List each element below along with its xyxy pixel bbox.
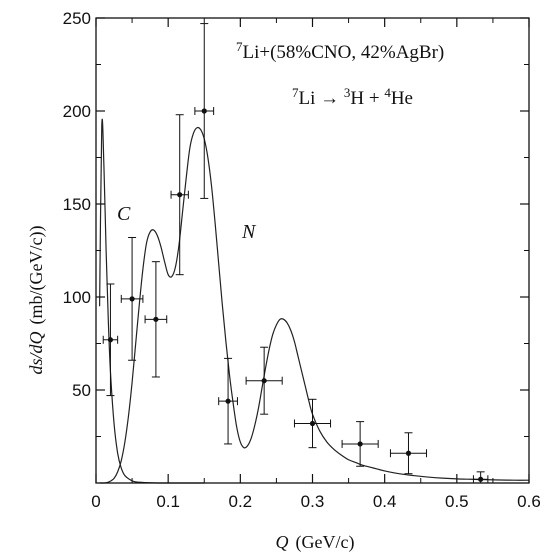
x-tick-label: 0.2 <box>229 492 253 511</box>
y-axis-label: ds/dQ (mb/(GeV/c)) <box>26 226 47 375</box>
y-tick-label: 100 <box>63 288 91 307</box>
y-axis-label-var: ds/dQ <box>26 331 46 374</box>
x-tick-label: 0.6 <box>517 492 541 511</box>
x-tick-label: 0.4 <box>373 492 397 511</box>
annotation-line-2: 7Li → 3H + 4He <box>292 85 413 110</box>
point-marker <box>261 378 267 384</box>
curve-label-n: N <box>241 221 257 243</box>
x-axis-label: Q (GeV/c) <box>276 532 355 553</box>
annotation-line-2-sup-c: 4 <box>384 85 391 100</box>
x-tick-label: 0 <box>91 492 100 511</box>
x-axis-label-var: Q <box>276 532 289 552</box>
point-marker <box>177 192 183 198</box>
annotation-line-1: 7Li+(58%CNO, 42%AgBr) <box>236 39 444 64</box>
data-point <box>102 283 119 397</box>
x-tick-label: 0.5 <box>445 492 469 511</box>
data-point <box>120 236 144 361</box>
annotation-line-2-text-c: He <box>391 88 413 109</box>
point-marker <box>129 296 135 302</box>
data-point <box>389 432 428 475</box>
x-tick-label: 0.1 <box>156 492 180 511</box>
point-marker <box>201 108 207 114</box>
data-points <box>102 23 489 484</box>
data-point <box>341 421 379 467</box>
annotation-line-2-sup-a: 7 <box>292 85 299 100</box>
annotation-line-2-text-a: Li → <box>299 88 344 109</box>
point-marker <box>357 441 363 447</box>
data-point <box>194 23 215 199</box>
y-tick-label: 250 <box>63 9 91 28</box>
point-marker <box>405 450 412 456</box>
fit-curves <box>99 118 530 484</box>
data-point <box>293 398 332 449</box>
y-tick-label: 150 <box>63 195 91 214</box>
y-tick-label: 200 <box>63 102 91 121</box>
point-marker <box>107 337 114 343</box>
curve-n <box>99 126 530 484</box>
y-axis-label-unit: (mb/(GeV/c)) <box>26 226 47 325</box>
annotation-line-1-sup: 7 <box>236 39 243 54</box>
x-tick-label: 0.3 <box>301 492 325 511</box>
point-marker <box>478 476 484 482</box>
axis-ticks: 0 0.1 0.2 0.3 0.4 0.5 0.6 50 100 150 200 250 <box>63 9 541 511</box>
data-point <box>170 114 189 276</box>
point-marker <box>309 420 316 427</box>
annotation-line-2-sup-b: 3 <box>344 85 351 100</box>
annotation-line-2-text-b: H + <box>350 88 384 109</box>
point-marker <box>153 316 159 322</box>
y-tick-label: 50 <box>72 381 91 400</box>
point-marker <box>225 398 231 404</box>
curve-label-c: C <box>117 203 131 225</box>
data-point <box>472 471 489 484</box>
x-axis-label-unit: (GeV/c) <box>296 532 355 553</box>
data-point <box>218 357 238 445</box>
annotation-line-1-text: Li+(58%CNO, 42%AgBr) <box>243 42 445 63</box>
data-point <box>245 346 283 415</box>
curve-c <box>99 118 205 484</box>
data-point <box>144 261 168 378</box>
